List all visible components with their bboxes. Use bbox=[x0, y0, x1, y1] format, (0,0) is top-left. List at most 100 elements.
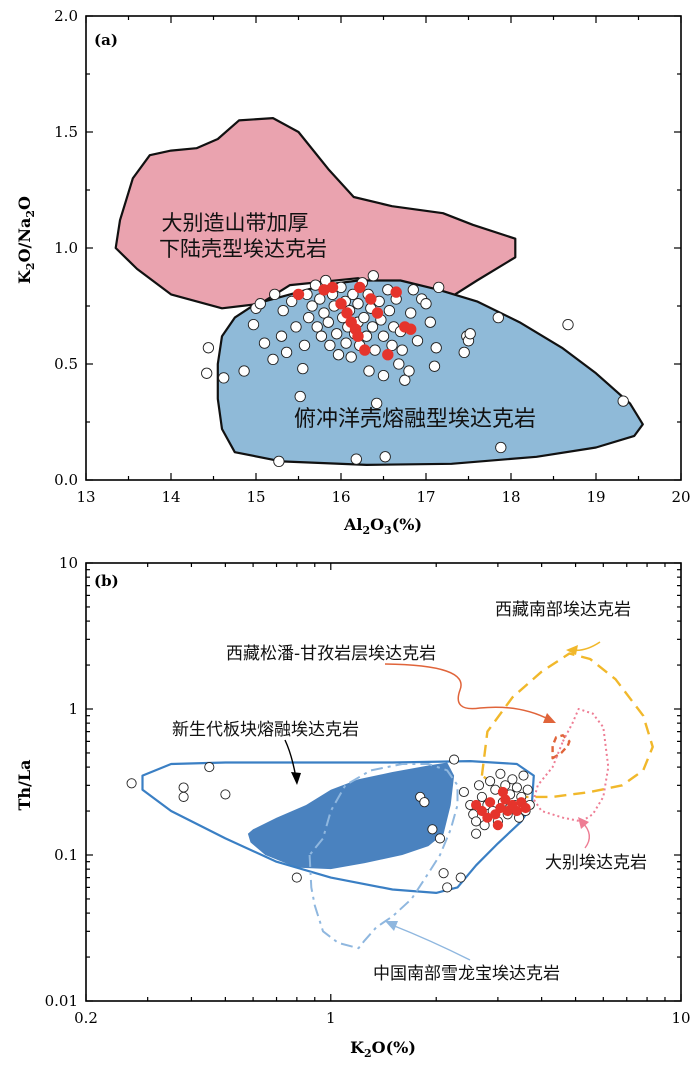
arrowhead-cenozoic bbox=[291, 772, 301, 785]
panel-a-fields bbox=[114, 116, 644, 466]
white-sample-point bbox=[331, 328, 343, 340]
field-dabie-thickened-crust bbox=[114, 116, 517, 310]
white-sample-point bbox=[315, 330, 328, 342]
white-sample-point bbox=[275, 330, 288, 342]
white-sample-point bbox=[522, 784, 533, 795]
white-sample-point bbox=[434, 833, 446, 844]
panel-b-annotations: 西藏南部埃达克岩 西藏松潘-甘孜岩层埃达克岩 新生代板块熔融埃达克岩 大别埃达克… bbox=[172, 600, 647, 984]
white-sample-point bbox=[369, 344, 381, 356]
white-sample-point bbox=[433, 281, 445, 294]
white-sample-point bbox=[371, 397, 383, 410]
white-sample-point bbox=[340, 337, 352, 349]
panel-b-fields bbox=[141, 652, 654, 950]
white-sample-point bbox=[273, 455, 285, 468]
red-sample-point bbox=[365, 293, 377, 305]
white-sample-point bbox=[407, 284, 419, 296]
field-label-dabie-line2: 下陆壳型埃达克岩 bbox=[159, 237, 327, 261]
white-sample-point bbox=[297, 362, 309, 375]
white-sample-point bbox=[420, 298, 432, 310]
red-sample-point bbox=[326, 281, 339, 294]
white-sample-point bbox=[290, 321, 302, 333]
arrowhead-south-tibet bbox=[566, 645, 578, 655]
panel-a-y-tick-label: 1.0 bbox=[54, 239, 78, 257]
panel-a-x-tick-label: 18 bbox=[501, 488, 520, 506]
white-sample-point bbox=[347, 288, 359, 301]
white-sample-point bbox=[291, 872, 302, 883]
white-sample-point bbox=[386, 339, 398, 352]
white-sample-point bbox=[298, 339, 311, 352]
panel-a-x-axis-title: Al2O3(%) bbox=[343, 515, 422, 537]
arrowhead-songpan bbox=[543, 713, 556, 723]
panel-b-label: (b) bbox=[94, 572, 119, 590]
white-sample-point bbox=[476, 791, 487, 802]
white-sample-point bbox=[383, 304, 396, 317]
panel-b-y-tick-label: 10 bbox=[59, 554, 78, 572]
white-sample-point bbox=[471, 816, 482, 827]
panel-b-points bbox=[126, 754, 535, 893]
white-sample-point bbox=[458, 786, 469, 798]
white-sample-point bbox=[511, 782, 522, 793]
white-sample-point bbox=[507, 774, 518, 785]
panel-a: 大别造山带加厚 下陆壳型埃达克岩 俯冲洋壳熔融型埃达克岩 13 14 15 16 17 1… bbox=[15, 7, 691, 537]
panel-b-x-tick-label: 0.2 bbox=[74, 1009, 98, 1027]
white-sample-point bbox=[495, 768, 506, 779]
white-sample-point bbox=[428, 360, 441, 372]
white-sample-point bbox=[204, 762, 215, 773]
panel-a-x-tick-label: 20 bbox=[671, 488, 690, 506]
red-sample-point bbox=[352, 330, 364, 342]
field-label-dabie-line1: 大别造山带加厚 bbox=[162, 211, 309, 235]
white-sample-point bbox=[379, 451, 391, 463]
red-sample-point bbox=[354, 281, 366, 294]
white-sample-point bbox=[363, 365, 375, 377]
white-sample-point bbox=[617, 395, 629, 407]
white-sample-point bbox=[286, 295, 298, 308]
white-sample-point bbox=[258, 337, 271, 349]
white-sample-point bbox=[358, 311, 370, 324]
white-sample-point bbox=[449, 754, 460, 765]
panel-a-x-tick-label: 19 bbox=[586, 488, 605, 506]
white-sample-point bbox=[309, 279, 322, 291]
white-sample-point bbox=[399, 374, 411, 386]
white-sample-point bbox=[367, 270, 379, 282]
white-sample-point bbox=[352, 298, 364, 310]
white-sample-point bbox=[254, 298, 266, 310]
white-sample-point bbox=[332, 349, 345, 361]
panel-a-x-tick-label: 16 bbox=[331, 488, 350, 506]
annotation-cenozoic-slab-melt: 新生代板块熔融埃达克岩 bbox=[172, 720, 359, 740]
panel-a-x-tick-label: 15 bbox=[246, 488, 265, 506]
red-sample-point bbox=[492, 820, 503, 831]
field-cenozoic-slab-melt bbox=[247, 762, 455, 870]
panel-a-y-tick-label: 0.0 bbox=[54, 471, 78, 489]
white-sample-point bbox=[377, 330, 390, 342]
panel-b-x-axis-title: K2O(%) bbox=[350, 1038, 416, 1060]
white-sample-point bbox=[247, 318, 260, 331]
white-sample-point bbox=[492, 311, 504, 324]
panel-b-frame bbox=[85, 562, 682, 1002]
white-sample-point bbox=[269, 288, 281, 301]
red-sample-point bbox=[371, 307, 384, 319]
red-sample-point bbox=[520, 802, 531, 814]
white-sample-point bbox=[220, 789, 231, 800]
white-sample-point bbox=[458, 346, 470, 359]
panel-b-y-tick-label: 1 bbox=[68, 700, 78, 718]
annotation-south-tibet: 西藏南部埃达克岩 bbox=[495, 600, 631, 620]
panel-a-x-tick-label: 17 bbox=[416, 488, 435, 506]
white-sample-point bbox=[126, 778, 137, 789]
field-xuelongbao-adakite bbox=[308, 763, 459, 950]
white-sample-point bbox=[218, 372, 230, 384]
white-sample-point bbox=[455, 872, 466, 883]
panel-a-y-tick-label: 2.0 bbox=[54, 7, 78, 25]
white-sample-point bbox=[345, 351, 357, 363]
white-sample-point bbox=[396, 344, 408, 356]
panel-a-x-tick-label: 13 bbox=[76, 488, 95, 506]
white-sample-point bbox=[178, 791, 189, 802]
panel-a-x-tick-label: 14 bbox=[161, 488, 180, 506]
white-sample-point bbox=[464, 328, 476, 340]
white-sample-point bbox=[294, 390, 306, 403]
field-dabie-adakite bbox=[532, 708, 610, 823]
white-sample-point bbox=[427, 824, 438, 835]
panel-b-ticks: 0.2 1 10 0.01 0.1 1 10 bbox=[45, 554, 691, 1027]
panel-a-field-labels: 大别造山带加厚 下陆壳型埃达克岩 俯冲洋壳熔融型埃达克岩 bbox=[159, 211, 536, 432]
arrow-cenozoic bbox=[284, 739, 297, 779]
panel-a-label: (a) bbox=[94, 31, 118, 49]
